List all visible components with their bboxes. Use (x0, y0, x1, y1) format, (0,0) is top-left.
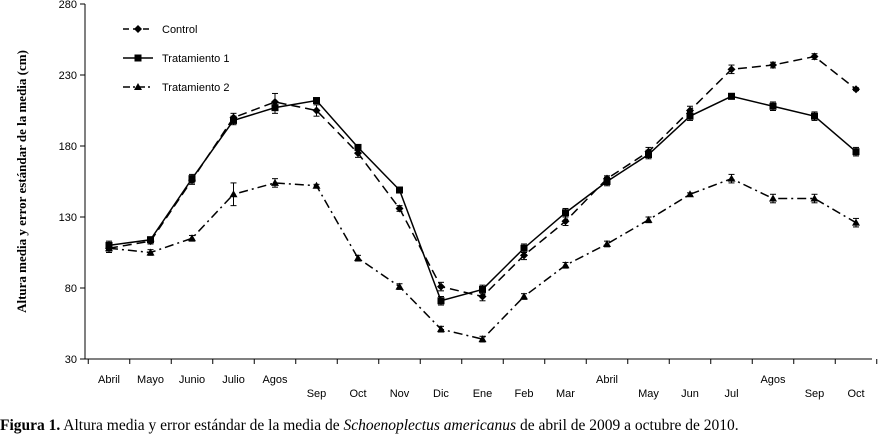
y-tick-label: 30 (65, 354, 77, 366)
data-point-marker (105, 244, 113, 252)
data-point-marker (852, 218, 860, 226)
data-point-marker (520, 244, 528, 252)
x-tick-label: Feb (515, 388, 534, 400)
series-line (108, 95, 857, 302)
y-tick-label: 130 (59, 212, 77, 224)
data-point-marker (478, 335, 487, 343)
y-tick-label: 80 (65, 283, 77, 295)
data-point-marker (852, 85, 860, 94)
data-point-marker (644, 215, 653, 223)
data-point-marker (728, 92, 735, 100)
caption-text-after: de abril de 2009 a octubre de 2010. (516, 417, 739, 434)
legend-entry: Tratamiento 1 (123, 53, 229, 65)
data-point-marker (479, 285, 486, 293)
legend-label: Tratamiento 1 (162, 53, 229, 65)
data-point-marker (852, 148, 860, 156)
y-tick-label: 230 (59, 70, 77, 82)
data-point-marker (562, 209, 569, 217)
x-tick-label: Mar (556, 388, 575, 400)
caption-species: Schoenoplectus americanus (343, 417, 517, 434)
data-point-marker (727, 65, 736, 74)
data-point-marker (769, 102, 777, 110)
x-tick-label: Jun (681, 388, 699, 400)
data-point-marker (395, 282, 404, 290)
data-point-marker (810, 194, 819, 202)
x-tick-label: Agos (262, 374, 288, 386)
y-axis-label: Altura media y error estándar de la medi… (14, 50, 29, 313)
y-tick-label: 280 (59, 0, 77, 11)
data-point-marker (396, 186, 403, 194)
data-point-marker (769, 61, 777, 70)
legend: Control Tratamiento 1 Tratamiento 2 (123, 24, 229, 94)
data-point-marker (561, 261, 570, 269)
data-point-marker (727, 174, 736, 182)
y-tick-label: 180 (59, 141, 77, 153)
x-tick-label: Dic (433, 388, 449, 400)
x-tick-label: Mayo (137, 374, 164, 386)
series-2 (105, 92, 860, 306)
x-axis-ticks: Abril Mayo Junio Julio Agos Sep Oct Nov Dic Ene Fe… (87, 359, 878, 400)
series-group (105, 52, 860, 343)
data-point-marker (354, 254, 362, 262)
x-tick-label: Nov (390, 388, 410, 400)
x-tick-label: Junio (179, 374, 205, 386)
data-point-marker (437, 282, 445, 291)
x-tick-label: Oct (349, 388, 366, 400)
data-point-marker (354, 149, 362, 158)
legend-label: Control (162, 24, 197, 36)
x-tick-label: Sep (307, 388, 327, 400)
data-point-marker (810, 52, 819, 61)
data-point-marker (313, 97, 320, 105)
legend-entry: Tratamiento 2 (123, 82, 229, 94)
data-point-marker (312, 181, 321, 189)
data-point-marker (645, 151, 652, 159)
x-tick-label: Abril (98, 374, 120, 386)
data-point-marker (603, 239, 611, 247)
y-axis-ticks: 30 80 130 180 230 280 (59, 0, 85, 366)
series-line (108, 177, 857, 340)
data-point-marker (271, 104, 279, 112)
data-point-marker (520, 292, 528, 300)
data-point-marker (312, 106, 321, 115)
data-point-marker (686, 106, 694, 115)
data-point-marker (134, 83, 142, 90)
data-point-marker (769, 194, 777, 202)
x-tick-label: Agos (760, 374, 786, 386)
chart-axes (84, 4, 872, 360)
data-point-marker (188, 175, 196, 183)
x-tick-label: Sep (805, 388, 825, 400)
figure-label: Figura 1. (0, 417, 61, 434)
data-point-marker (520, 251, 528, 260)
x-tick-label: Oct (847, 388, 864, 400)
data-point-marker (354, 143, 362, 151)
x-tick-label: Julio (222, 374, 245, 386)
data-point-marker (229, 190, 238, 198)
legend-label: Tratamiento 2 (162, 82, 229, 94)
data-point-marker (230, 116, 237, 124)
series-3 (105, 173, 860, 343)
data-point-marker (147, 236, 154, 244)
data-point-marker (603, 178, 611, 185)
data-point-marker (134, 54, 142, 62)
data-point-marker (146, 248, 155, 256)
legend-entry: Control (123, 24, 197, 36)
data-point-marker (686, 112, 694, 120)
data-point-marker (686, 190, 694, 198)
data-point-marker (188, 234, 196, 242)
data-point-marker (437, 325, 445, 333)
data-point-marker (395, 204, 404, 213)
data-point-marker (811, 112, 818, 120)
data-point-marker (478, 292, 487, 301)
line-chart: 30 80 130 180 230 280 Abril Mayo Junio Julio Agos… (14, 0, 878, 400)
caption-text-before: Altura media y error estándar de la medi… (60, 417, 344, 434)
data-point-marker (437, 297, 445, 305)
data-point-marker (271, 178, 279, 186)
x-tick-label: May (638, 388, 659, 400)
x-tick-label: Abril (596, 374, 618, 386)
figure-caption: Figura 1. Altura media y error estándar … (0, 417, 891, 435)
x-tick-label: Jul (724, 388, 738, 400)
data-point-marker (561, 217, 570, 226)
data-point-marker (134, 25, 142, 33)
x-tick-label: Ene (473, 388, 493, 400)
